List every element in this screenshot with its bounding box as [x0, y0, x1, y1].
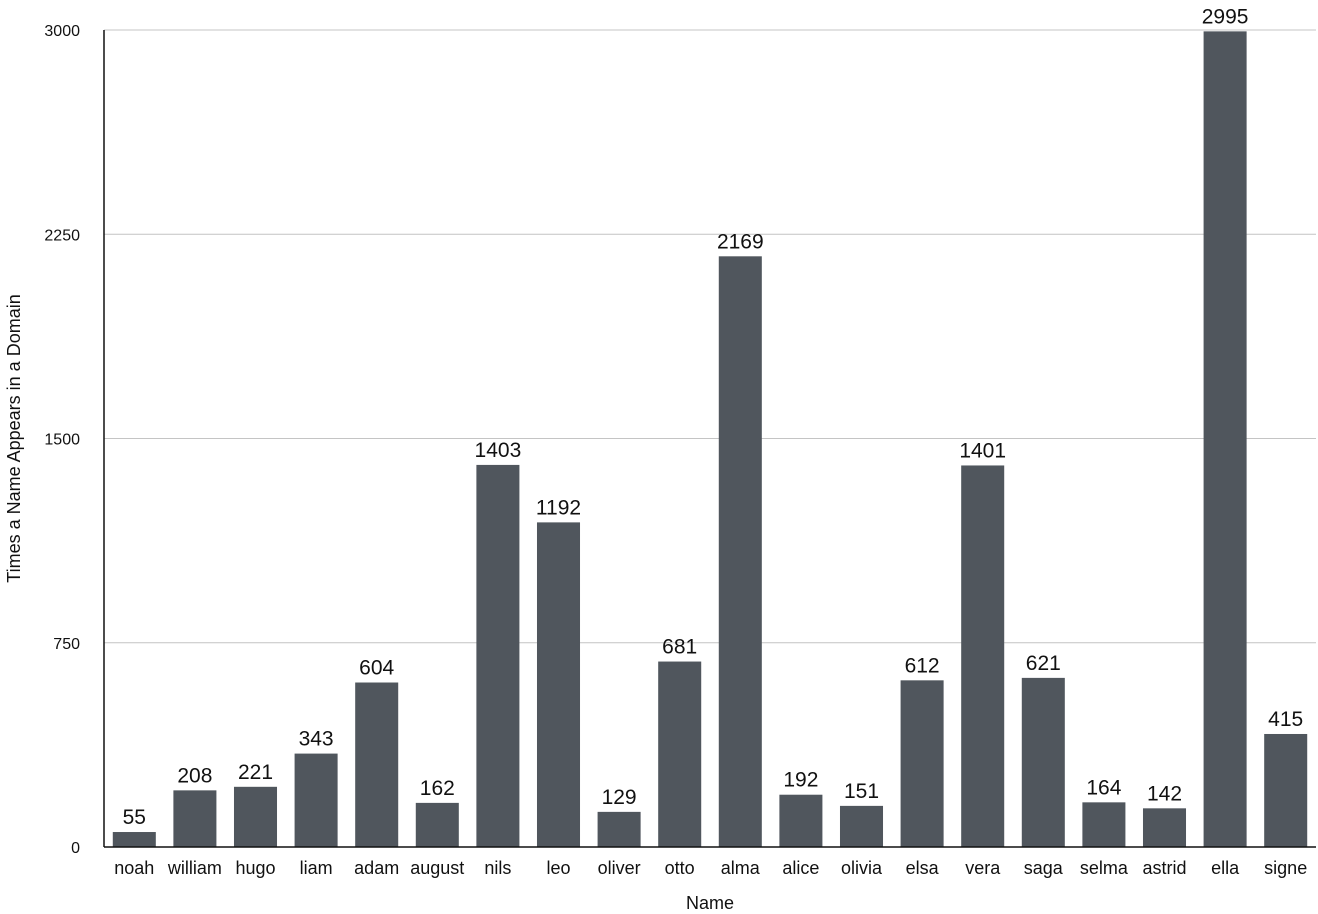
value-label-alice: 192 — [783, 769, 818, 792]
value-label-hugo: 221 — [238, 761, 273, 784]
bar-ella — [1203, 31, 1247, 847]
x-tick-label-elsa: elsa — [906, 858, 940, 878]
y-tick-label: 2250 — [44, 227, 80, 244]
x-tick-label-otto: otto — [665, 858, 695, 878]
bar-william — [173, 790, 217, 847]
x-tick-label-olivia: olivia — [841, 858, 883, 878]
y-tick-label: 3000 — [44, 23, 80, 40]
value-label-vera: 1401 — [959, 439, 1006, 462]
bar-august — [415, 802, 459, 847]
x-tick-label-saga: saga — [1024, 858, 1064, 878]
x-tick-label-hugo: hugo — [235, 858, 275, 878]
value-label-oliver: 129 — [602, 786, 637, 809]
y-tick-label: 0 — [71, 840, 80, 857]
x-tick-label-selma: selma — [1080, 858, 1129, 878]
value-labels: 55 208 221 343 604 162 1403 1192 129 681 2169 192 15… — [123, 5, 1304, 829]
x-tick-label-leo: leo — [546, 858, 570, 878]
bar-selma — [1082, 802, 1126, 847]
value-label-olivia: 151 — [844, 780, 879, 803]
y-axis-ticks: 0 750 1500 2250 3000 — [44, 23, 80, 857]
bar-adam — [355, 682, 399, 847]
x-tick-label-astrid: astrid — [1142, 858, 1186, 878]
x-tick-label-adam: adam — [354, 858, 399, 878]
x-tick-label-vera: vera — [965, 858, 1001, 878]
bar-alma — [718, 256, 762, 848]
bar-oliver — [597, 811, 641, 847]
x-tick-label-alma: alma — [721, 858, 761, 878]
y-axis-title: Times a Name Appears in a Domain — [4, 294, 24, 582]
value-label-adam: 604 — [359, 657, 394, 680]
x-tick-label-nils: nils — [484, 858, 511, 878]
bar-otto — [658, 661, 702, 847]
x-tick-label-oliver: oliver — [598, 858, 641, 878]
value-label-ella: 2995 — [1202, 5, 1249, 28]
x-tick-label-noah: noah — [114, 858, 154, 878]
value-label-signe: 415 — [1268, 708, 1303, 731]
bar-saga — [1021, 677, 1065, 847]
bars — [112, 31, 1308, 848]
value-label-liam: 343 — [299, 728, 334, 751]
value-label-otto: 681 — [662, 636, 697, 659]
bar-elsa — [900, 680, 944, 847]
x-axis-title: Name — [686, 893, 734, 913]
bar-olivia — [839, 805, 884, 847]
bar-leo — [536, 522, 581, 847]
value-label-saga: 621 — [1026, 652, 1061, 675]
gridlines — [104, 29, 1316, 644]
value-label-astrid: 142 — [1147, 782, 1182, 805]
value-label-william: 208 — [177, 764, 212, 787]
x-tick-label-ella: ella — [1211, 858, 1240, 878]
bar-nils — [476, 464, 520, 847]
y-tick-label: 750 — [53, 636, 80, 653]
bar-liam — [294, 753, 338, 847]
value-label-alma: 2169 — [717, 230, 764, 253]
value-label-leo: 1192 — [536, 496, 581, 519]
value-label-elsa: 612 — [905, 654, 940, 677]
x-tick-label-liam: liam — [300, 858, 333, 878]
x-axis-ticks: noah william hugo liam adam august nils leo oliv… — [114, 858, 1307, 878]
bar-signe — [1264, 733, 1308, 847]
x-tick-label-august: august — [410, 858, 464, 878]
x-tick-label-signe: signe — [1264, 858, 1307, 878]
x-tick-label-william: william — [167, 858, 222, 878]
y-tick-label: 1500 — [44, 432, 80, 449]
x-tick-label-alice: alice — [782, 858, 819, 878]
bar-vera — [961, 465, 1005, 847]
value-label-selma: 164 — [1086, 776, 1121, 799]
bar-noah — [112, 832, 156, 847]
value-label-nils: 1403 — [475, 439, 522, 462]
bar-astrid — [1142, 808, 1187, 847]
value-label-august: 162 — [420, 777, 455, 800]
value-label-noah: 55 — [123, 806, 146, 829]
bar-alice — [779, 794, 823, 847]
bar-hugo — [233, 786, 278, 847]
